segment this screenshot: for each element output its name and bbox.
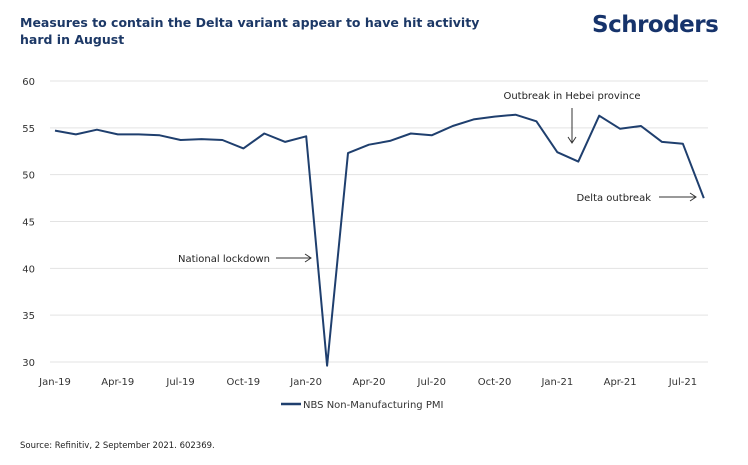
annotation-national-lockdown: National lockdown — [178, 254, 270, 265]
arrow-delta-outbreak — [659, 192, 697, 202]
y-tick-label: 40 — [22, 264, 35, 275]
x-tick-label: Jan-20 — [289, 377, 322, 388]
y-tick-label: 30 — [22, 358, 35, 369]
x-tick-label: Apr-20 — [352, 377, 385, 388]
x-tick-label: Jul-21 — [668, 377, 697, 388]
y-tick-label: 35 — [22, 311, 35, 322]
series-line-nbs-pmi — [54, 113, 705, 367]
arrow-national-lockdown — [276, 253, 312, 263]
annotation-delta-outbreak: Delta outbreak — [576, 193, 651, 204]
data-points — [54, 114, 704, 366]
x-tick-label: Oct-19 — [227, 377, 261, 388]
x-axis-ticks: Jan-19 Apr-19 Jul-19 Oct-19 Jan-20 Apr-20 Jul-… — [38, 377, 697, 388]
legend: NBS Non-Manufacturing PMI — [281, 400, 443, 411]
y-axis-ticks: 60 55 50 45 40 35 30 — [22, 77, 35, 369]
source-note: Source: Refinitiv, 2 September 2021. 602… — [20, 441, 215, 451]
x-tick-label: Jul-20 — [417, 377, 446, 388]
y-tick-label: 55 — [22, 124, 35, 135]
chart-title: Measures to contain the Delta variant ap… — [20, 15, 480, 47]
y-tick-label: 45 — [22, 218, 35, 229]
gridlines — [50, 80, 708, 363]
annotation-hebei-outbreak: Outbreak in Hebei province — [503, 91, 640, 102]
x-tick-label: Apr-21 — [604, 377, 637, 388]
x-tick-label: Oct-20 — [478, 377, 512, 388]
y-tick-label: 60 — [22, 77, 35, 88]
x-tick-label: Jan-19 — [38, 377, 71, 388]
x-tick-label: Apr-19 — [101, 377, 134, 388]
y-tick-label: 50 — [22, 171, 35, 182]
legend-label: NBS Non-Manufacturing PMI — [303, 400, 443, 411]
schroders-logo: Schroders — [592, 12, 719, 38]
x-tick-label: Jan-21 — [540, 377, 573, 388]
x-tick-label: Jul-19 — [165, 377, 194, 388]
arrow-hebei-outbreak — [567, 108, 577, 144]
